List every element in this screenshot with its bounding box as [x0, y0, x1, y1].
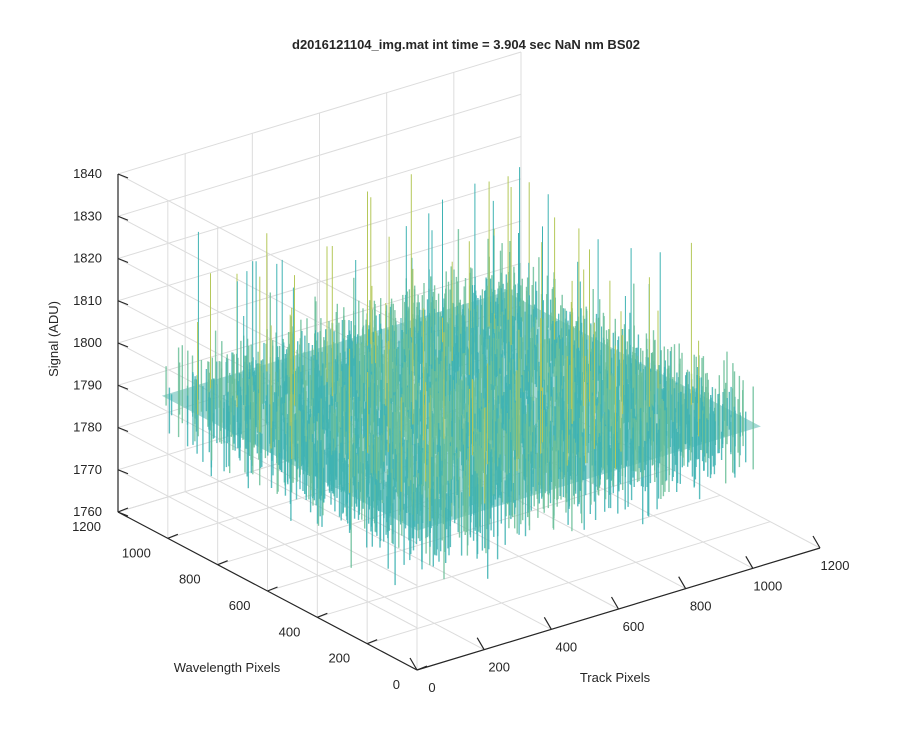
z-tick-mark [117, 300, 129, 306]
y-tick-label: 400 [279, 624, 301, 639]
z-tick-label: 1820 [73, 251, 102, 266]
chart-title: d2016121104_img.mat int time = 3.904 sec… [292, 37, 640, 52]
y-tick-mark [366, 639, 378, 645]
x-axis-label: Track Pixels [580, 670, 651, 685]
z-axis-label: Signal (ADU) [46, 301, 61, 377]
z-tick-label: 1800 [73, 335, 102, 350]
gridline-y-floor [267, 468, 671, 592]
x-tick-mark [409, 657, 418, 671]
z-tick-mark [117, 342, 129, 348]
y-tick-label: 200 [328, 651, 350, 666]
z-tick-label: 1810 [73, 293, 102, 308]
y-tick-mark [416, 665, 428, 671]
y-tick-mark [217, 560, 228, 566]
z-tick-label: 1780 [73, 420, 102, 435]
y-tick-mark [267, 586, 278, 592]
x-tick-label: 0 [428, 680, 435, 695]
z-tick-mark [117, 511, 129, 517]
x-tick-label: 200 [488, 660, 510, 675]
y-tick-mark [167, 533, 179, 539]
gridline-y-floor [367, 521, 771, 645]
z-tick-label: 1760 [73, 504, 102, 519]
x-tick-label: 1000 [753, 578, 782, 593]
y-tick-label: 1000 [122, 545, 151, 560]
z-tick-mark [117, 215, 129, 221]
y-tick-label: 1200 [72, 519, 101, 534]
y-tick-label: 0 [393, 677, 400, 692]
x-tick-mark [543, 617, 552, 630]
x-tick-label: 800 [690, 599, 712, 614]
gridline-y-floor [317, 494, 721, 618]
y-axis-label: Wavelength Pixels [174, 660, 281, 675]
z-tick-mark [117, 426, 129, 433]
x-tick-mark [745, 556, 754, 569]
z-tick-mark [117, 257, 129, 264]
x-tick-mark [678, 576, 687, 589]
y-tick-label: 600 [229, 598, 251, 613]
x-tick-mark [812, 535, 821, 549]
z-tick-mark [117, 469, 129, 475]
z-tick-label: 1790 [73, 377, 102, 392]
axes-layer [117, 173, 821, 671]
x-tick-label: 400 [555, 639, 577, 654]
z-tick-label: 1830 [73, 208, 102, 223]
z-tick-mark [117, 173, 129, 179]
x-tick-label: 600 [623, 619, 645, 634]
y-tick-label: 800 [179, 572, 201, 587]
z-tick-label: 1840 [73, 166, 102, 181]
z-tick-mark [117, 384, 129, 390]
x-tick-label: 1200 [821, 558, 850, 573]
surface-plot [161, 167, 761, 586]
x-tick-mark [476, 637, 485, 650]
y-tick-mark [317, 612, 328, 618]
x-tick-mark [610, 596, 620, 610]
label-layer: d2016121104_img.mat int time = 3.904 sec… [46, 37, 849, 695]
y-tick-mark [117, 507, 129, 513]
z-tick-label: 1770 [73, 462, 102, 477]
